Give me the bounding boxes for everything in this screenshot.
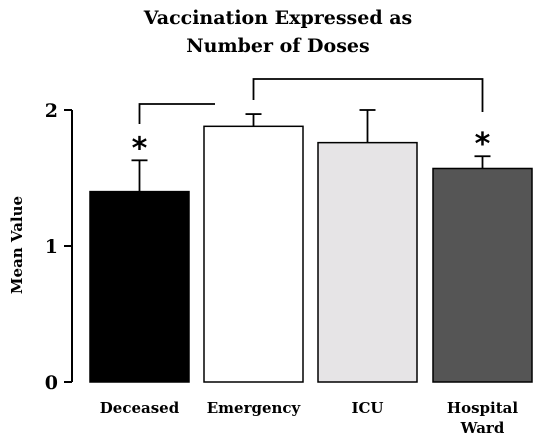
chart-title: Vaccination Expressed as Number of Doses — [143, 7, 412, 57]
bar-3 — [432, 167, 533, 383]
bar-2 — [317, 141, 418, 383]
category-label-3-1: Ward — [460, 419, 505, 437]
bar-0 — [89, 190, 190, 383]
comparison-bracket-1 — [252, 78, 484, 112]
significance-marker-0: * — [132, 131, 148, 166]
category-label-1-0: Emergency — [207, 399, 302, 417]
chart-title-line-2: Number of Doses — [186, 35, 369, 57]
category-label-2-0: ICU — [351, 399, 383, 417]
chart-title-line-1: Vaccination Expressed as — [143, 7, 412, 29]
y-tick-label-0: 0 — [45, 372, 58, 394]
plot-area: 0 1 2 Deceased Emergency ICU Hospital Ward * * — [45, 78, 533, 437]
y-axis-label: Mean Value — [8, 196, 26, 294]
y-tick-label-1: 1 — [45, 236, 58, 258]
category-label-0-0: Deceased — [100, 399, 180, 417]
comparison-bracket-0 — [138, 103, 215, 124]
category-label-3-0: Hospital — [447, 399, 518, 417]
significance-marker-1: * — [475, 127, 491, 162]
y-tick-label-2: 2 — [45, 100, 58, 122]
bar-1 — [203, 125, 304, 383]
